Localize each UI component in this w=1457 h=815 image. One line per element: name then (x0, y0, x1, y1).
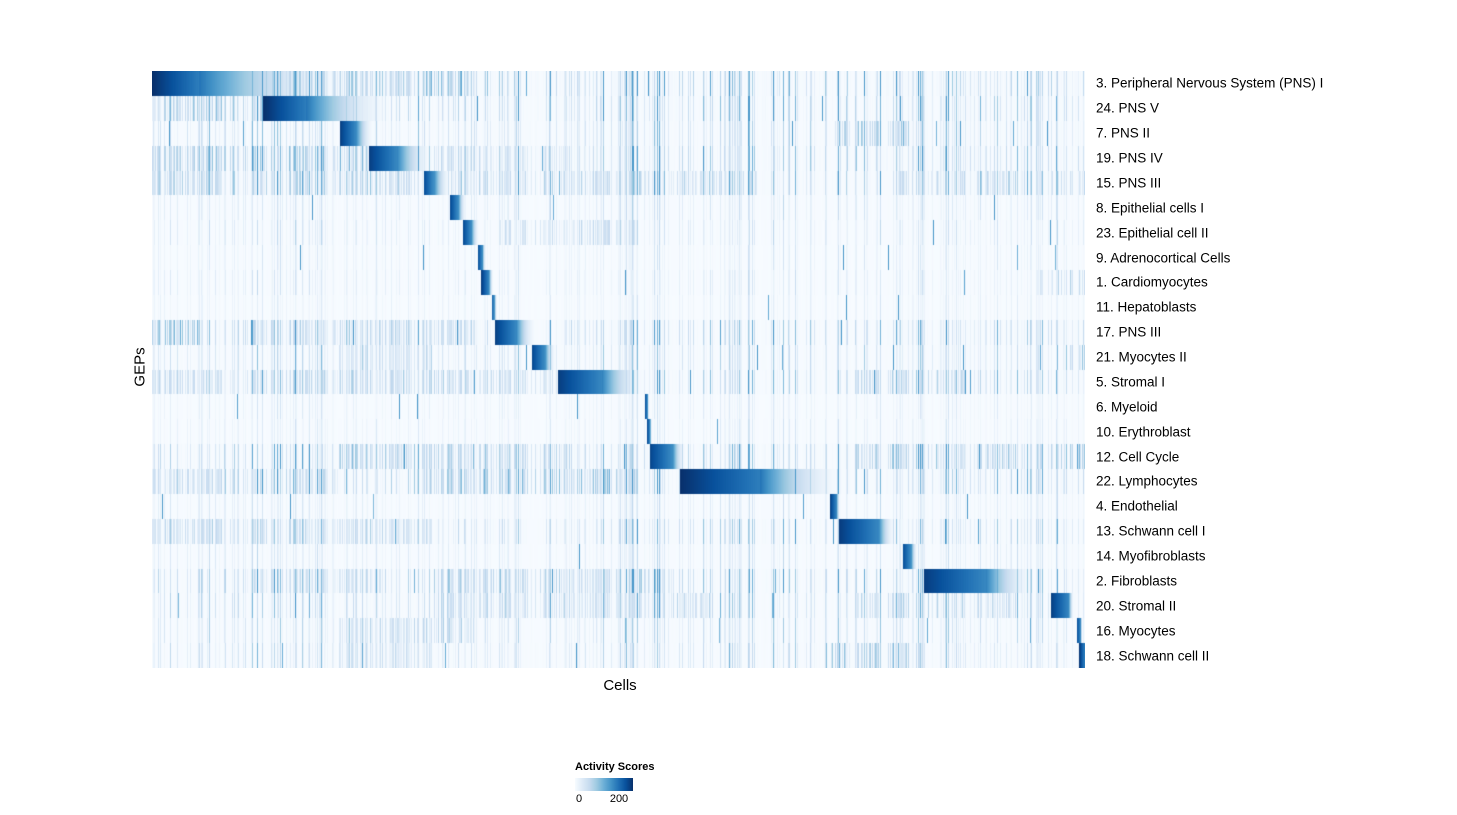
gep-row-label: 2. Fibroblasts (1096, 573, 1178, 589)
y-axis-label: GEPs (131, 347, 149, 387)
gep-row-label: 24. PNS V (1096, 100, 1160, 116)
gep-row-label: 10. Erythroblast (1096, 423, 1191, 439)
gep-row-label: 14. Myofibroblasts (1096, 548, 1206, 564)
legend-tick-max: 200 (609, 793, 629, 805)
gep-row-label: 11. Hepatoblasts (1096, 299, 1197, 315)
legend-tick-min: 0 (576, 793, 583, 805)
gep-row-label: 16. Myocytes (1096, 622, 1176, 638)
gep-row-label: 12. Cell Cycle (1096, 448, 1180, 464)
gep-row-label: 8. Epithelial cells I (1096, 200, 1205, 216)
legend-ticks: 0 200 (575, 793, 633, 806)
colorbar-legend: Activity Scores 0 200 (575, 761, 654, 806)
gep-row-label: 6. Myeloid (1096, 399, 1158, 415)
gep-row-label: 22. Lymphocytes (1096, 473, 1198, 489)
legend-gradient-bar (575, 778, 633, 791)
gep-row-labels: 3. Peripheral Nervous System (PNS) I 24. … (1096, 71, 1457, 668)
gep-row-label: 20. Stromal II (1096, 598, 1177, 614)
x-axis-label: Cells (603, 677, 637, 694)
gep-row-label: 3. Peripheral Nervous System (PNS) I (1096, 75, 1324, 91)
gep-row-label: 17. PNS III (1096, 324, 1162, 340)
legend-title: Activity Scores (575, 761, 655, 773)
gep-row-label: 23. Epithelial cell II (1096, 224, 1209, 240)
gep-row-label: 7. PNS II (1096, 125, 1151, 141)
gep-row-label: 4. Endothelial (1096, 498, 1178, 514)
heatmap-canvas (152, 71, 1085, 668)
gep-row-label: 5. Stromal I (1096, 374, 1166, 390)
gep-row-label: 21. Myocytes II (1096, 349, 1187, 365)
gep-row-label: 9. Adrenocortical Cells (1096, 249, 1231, 265)
gep-row-label: 18. Schwann cell II (1096, 647, 1210, 663)
gep-row-label: 19. PNS IV (1096, 150, 1163, 166)
gep-row-label: 15. PNS III (1096, 175, 1162, 191)
gep-row-label: 1. Cardiomyocytes (1096, 274, 1208, 290)
gep-row-label: 13. Schwann cell I (1096, 523, 1206, 539)
